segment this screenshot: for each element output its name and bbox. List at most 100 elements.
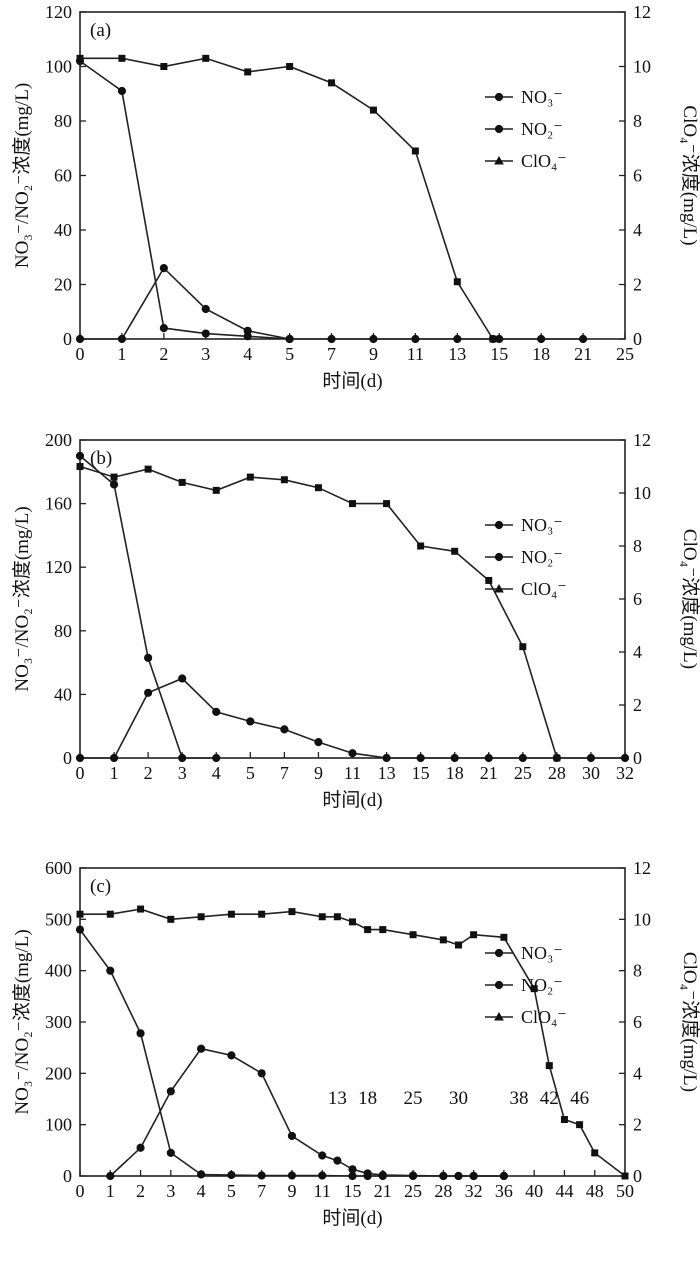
data-point bbox=[591, 1149, 599, 1157]
data-point bbox=[212, 486, 220, 494]
x-tick-label: 11 bbox=[407, 344, 424, 364]
legend-entry: NO₃⁻ bbox=[521, 943, 563, 963]
data-point bbox=[369, 334, 378, 344]
data-point bbox=[244, 68, 252, 76]
legend: NO₃⁻ NO₂⁻ ClO₄⁻ bbox=[485, 515, 567, 599]
data-point bbox=[166, 1087, 175, 1096]
legend-marker bbox=[494, 980, 504, 990]
x-tick-label: 2 bbox=[159, 344, 168, 364]
chart-panel-b: 0 1 2 3 4 5 7 9 11 13 15 18 21 25 28 30 32时间(d)040801201… bbox=[11, 430, 700, 811]
x-tick-label: 0 bbox=[76, 763, 85, 783]
y-right-tick-label: 8 bbox=[633, 961, 642, 981]
y-right-tick-label: 10 bbox=[633, 57, 651, 77]
y-left-axis-title: NO₃⁻/NO₂⁻浓度(mg/L) bbox=[11, 929, 33, 1114]
data-point bbox=[136, 1143, 145, 1152]
data-point bbox=[178, 674, 187, 683]
data-point bbox=[620, 753, 630, 763]
y-right-tick-label: 4 bbox=[633, 220, 642, 240]
x-tick-label: 30 bbox=[582, 763, 600, 783]
series-line bbox=[79, 465, 558, 759]
data-point bbox=[201, 329, 210, 338]
data-point bbox=[439, 936, 447, 944]
y-left-tick-label: 300 bbox=[45, 1012, 72, 1032]
legend-marker bbox=[494, 92, 504, 102]
data-point bbox=[499, 1171, 508, 1181]
data-point bbox=[257, 1069, 266, 1078]
data-point bbox=[76, 910, 84, 918]
chart-panel-a: 0 1 2 3 4 5 7 9 11 13 15 18 21 25时间(d)020406080100120… bbox=[11, 2, 700, 392]
data-point bbox=[363, 1169, 372, 1178]
y-right-tick-label: 0 bbox=[633, 748, 642, 768]
y-right-tick-label: 4 bbox=[633, 1063, 642, 1083]
plot-frame bbox=[79, 439, 626, 759]
data-point bbox=[489, 335, 497, 343]
y-right-tick-label: 2 bbox=[633, 275, 642, 295]
series-3 bbox=[76, 463, 561, 762]
legend-entry: ClO₄⁻ bbox=[521, 151, 567, 171]
data-point bbox=[201, 304, 210, 314]
y-left-tick-label: 400 bbox=[45, 961, 72, 981]
legend-marker bbox=[494, 1011, 504, 1021]
data-point bbox=[280, 725, 289, 734]
x-tick-label: 4 bbox=[197, 1181, 206, 1201]
legend-entry: NO₂⁻ bbox=[521, 975, 563, 995]
data-point bbox=[454, 1171, 463, 1181]
series-1 bbox=[75, 451, 221, 763]
x-tick-label: 13 bbox=[448, 344, 466, 364]
data-point bbox=[110, 473, 118, 481]
y-left-tick-label: 120 bbox=[45, 557, 72, 577]
series-line bbox=[80, 677, 625, 759]
series-line bbox=[79, 455, 217, 759]
y-left-tick-label: 200 bbox=[45, 430, 72, 450]
data-point bbox=[109, 480, 119, 489]
data-point bbox=[416, 753, 425, 763]
data-point bbox=[383, 500, 391, 508]
y-left-tick-label: 60 bbox=[54, 166, 72, 186]
series-line bbox=[80, 57, 494, 340]
series-2 bbox=[75, 674, 630, 763]
legend-entry: ClO₄⁻ bbox=[521, 1007, 567, 1027]
data-point bbox=[333, 913, 341, 921]
series-2 bbox=[75, 264, 588, 344]
data-point bbox=[553, 754, 561, 762]
data-point bbox=[451, 547, 459, 555]
y-left-tick-label: 200 bbox=[45, 1063, 72, 1083]
data-point bbox=[500, 933, 508, 941]
x-tick-label: 7 bbox=[257, 1181, 266, 1201]
data-point bbox=[212, 753, 221, 763]
x-tick-label: 28 bbox=[548, 763, 566, 783]
y-right-tick-label: 8 bbox=[633, 536, 642, 556]
data-point bbox=[202, 54, 210, 62]
data-point bbox=[144, 653, 153, 662]
data-point bbox=[144, 465, 152, 473]
data-point bbox=[76, 463, 84, 470]
series-line bbox=[109, 1047, 504, 1177]
legend-entry: ClO₄⁻ bbox=[521, 579, 567, 599]
data-point bbox=[286, 63, 294, 70]
x-tick-label: 40 bbox=[525, 1181, 543, 1201]
y-right-axis-title: ClO₄⁻浓度(mg/L) bbox=[679, 952, 700, 1092]
data-point bbox=[106, 1171, 115, 1181]
y-left-tick-label: 0 bbox=[63, 329, 72, 349]
chart-panel-c: 0 1 2 3 4 5 7 9 11 15 21 25 28 32 36 40 44 48 50时间(d)01002… bbox=[11, 858, 700, 1229]
legend-marker bbox=[494, 948, 504, 958]
data-point bbox=[382, 753, 391, 763]
data-point bbox=[144, 688, 153, 697]
x-tick-label: 1 bbox=[110, 763, 119, 783]
series-3 bbox=[76, 905, 629, 1180]
y-right-tick-label: 4 bbox=[633, 642, 642, 662]
x-tick-label: 50 bbox=[616, 1181, 634, 1201]
data-point bbox=[453, 278, 461, 286]
x-axis-title: 时间(d) bbox=[322, 789, 382, 811]
data-point bbox=[314, 738, 323, 747]
data-point bbox=[379, 926, 387, 934]
x-tick-label: 32 bbox=[616, 763, 634, 783]
y-right-tick-label: 8 bbox=[633, 111, 642, 131]
panel-label: (b) bbox=[90, 448, 112, 469]
data-point bbox=[106, 966, 115, 975]
annotation-label: 46 bbox=[570, 1088, 589, 1109]
series-1 bbox=[75, 56, 294, 344]
data-point bbox=[109, 753, 119, 763]
data-point bbox=[369, 106, 377, 114]
legend-marker bbox=[494, 552, 504, 562]
